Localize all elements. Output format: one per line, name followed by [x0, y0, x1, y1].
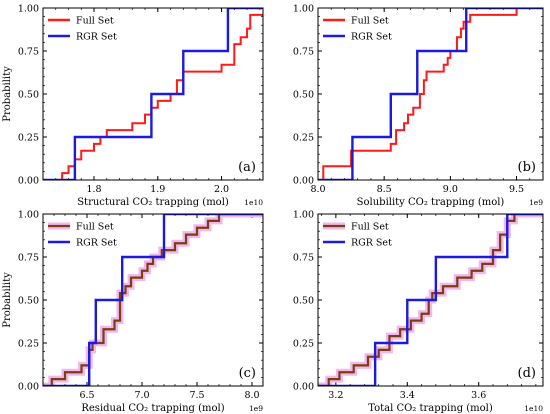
x-tick-label: 9.5	[509, 184, 524, 195]
y-tick-label: 0.00	[18, 382, 39, 393]
legend-full-label: Full Set	[76, 222, 114, 233]
axes-frame	[42, 213, 264, 387]
panel-label: (c)	[239, 366, 256, 381]
legend: Full Set RGR Set	[323, 16, 392, 43]
x-axis-label: Solubility CO₂ trapping (mol)	[357, 197, 505, 208]
legend-rgr-label: RGR Set	[351, 238, 392, 249]
y-tick-label: 0.25	[293, 133, 314, 144]
legend: Full Set RGR Set	[323, 222, 392, 249]
y-tick-label: 0.00	[293, 176, 314, 187]
y-tick-label: 0.25	[293, 339, 314, 350]
x-axis-label: Residual CO₂ trapping (mol)	[81, 403, 224, 414]
y-tick-label: 0.75	[293, 253, 314, 264]
x-tick-label: 7.5	[189, 390, 204, 401]
y-tick-label: 1.00	[18, 4, 39, 15]
x-tick-label: 6.5	[79, 390, 94, 401]
x-multiplier-label: 1e9	[529, 198, 543, 207]
y-tick-label: 0.50	[293, 296, 314, 307]
panel-label: (d)	[518, 366, 536, 381]
full-set-line	[43, 214, 263, 386]
legend-full-label: Full Set	[351, 16, 389, 27]
rgr-set-line	[43, 8, 263, 180]
x-tick-label: 9.0	[443, 184, 458, 195]
x-tick-label: 3.4	[400, 390, 415, 401]
plot-area	[43, 214, 263, 386]
axes-frame	[42, 7, 264, 181]
x-multiplier-label: 1e9	[249, 404, 263, 413]
axes-frame	[317, 213, 544, 387]
x-tick-label: 2.0	[214, 184, 229, 195]
x-multiplier-label: 1e10	[244, 198, 263, 207]
y-axis-label: Probability	[2, 272, 13, 328]
x-tick-label: 8.0	[310, 184, 325, 195]
panel-d: 0.00 0.25 0.50 0.75 1.00 3.2 3.4 3.6 Full Set RGR…	[293, 210, 544, 414]
plot-area	[43, 8, 263, 180]
legend-rgr-label: RGR Set	[351, 32, 392, 43]
y-tick-label: 0.50	[293, 90, 314, 101]
plot-area	[318, 8, 543, 180]
y-tick-label: 0.75	[293, 47, 314, 58]
legend-rgr-label: RGR Set	[76, 238, 117, 249]
full-set-line	[318, 214, 543, 386]
y-tick-label: 0.25	[18, 339, 39, 350]
y-tick-label: 0.75	[18, 253, 39, 264]
x-axis-label: Structural CO₂ trapping (mol)	[77, 197, 229, 208]
panel-a: 0.00 0.25 0.50 0.75 1.00 1.8 1.9 2.0 Full Set RGR…	[2, 4, 264, 208]
x-tick-label: 3.6	[471, 390, 486, 401]
legend-full-label: Full Set	[76, 16, 114, 27]
y-tick-label: 0.50	[18, 296, 39, 307]
x-tick-label: 8.0	[244, 390, 259, 401]
legend-rgr-label: RGR Set	[76, 32, 117, 43]
legend: Full Set RGR Set	[48, 222, 117, 249]
full-set-line	[318, 8, 543, 180]
axes-frame	[317, 7, 544, 181]
plot-area	[318, 214, 543, 386]
rgr-set-line	[318, 214, 543, 386]
panel-c: 0.00 0.25 0.50 0.75 1.00 6.5 7.0 7.5 8.0 Full Set…	[2, 210, 264, 414]
x-tick-label: 3.2	[328, 390, 343, 401]
panel-b: 0.00 0.25 0.50 0.75 1.00 8.0 8.5 9.0 9.5 Full Set…	[293, 4, 544, 208]
legend-full-label: Full Set	[351, 222, 389, 233]
y-tick-label: 0.25	[18, 133, 39, 144]
x-axis-label: Total CO₂ trapping (mol)	[368, 403, 493, 414]
x-tick-label: 1.8	[86, 184, 101, 195]
panel-label: (a)	[238, 160, 256, 175]
rgr-set-line	[318, 8, 543, 180]
x-multiplier-label: 1e10	[524, 404, 543, 413]
y-tick-label: 0.50	[18, 90, 39, 101]
rgr-set-line	[43, 214, 263, 386]
y-tick-label: 1.00	[293, 210, 314, 221]
y-tick-label: 1.00	[293, 4, 314, 15]
y-tick-label: 0.00	[293, 382, 314, 393]
y-tick-label: 0.75	[18, 47, 39, 58]
panel-label: (b)	[518, 160, 536, 175]
x-tick-label: 1.9	[150, 184, 165, 195]
x-tick-label: 8.5	[377, 184, 392, 195]
y-axis-label: Probability	[2, 66, 13, 122]
x-tick-label: 7.0	[134, 390, 149, 401]
legend: Full Set RGR Set	[48, 16, 117, 43]
y-tick-label: 1.00	[18, 210, 39, 221]
y-tick-label: 0.00	[18, 176, 39, 187]
